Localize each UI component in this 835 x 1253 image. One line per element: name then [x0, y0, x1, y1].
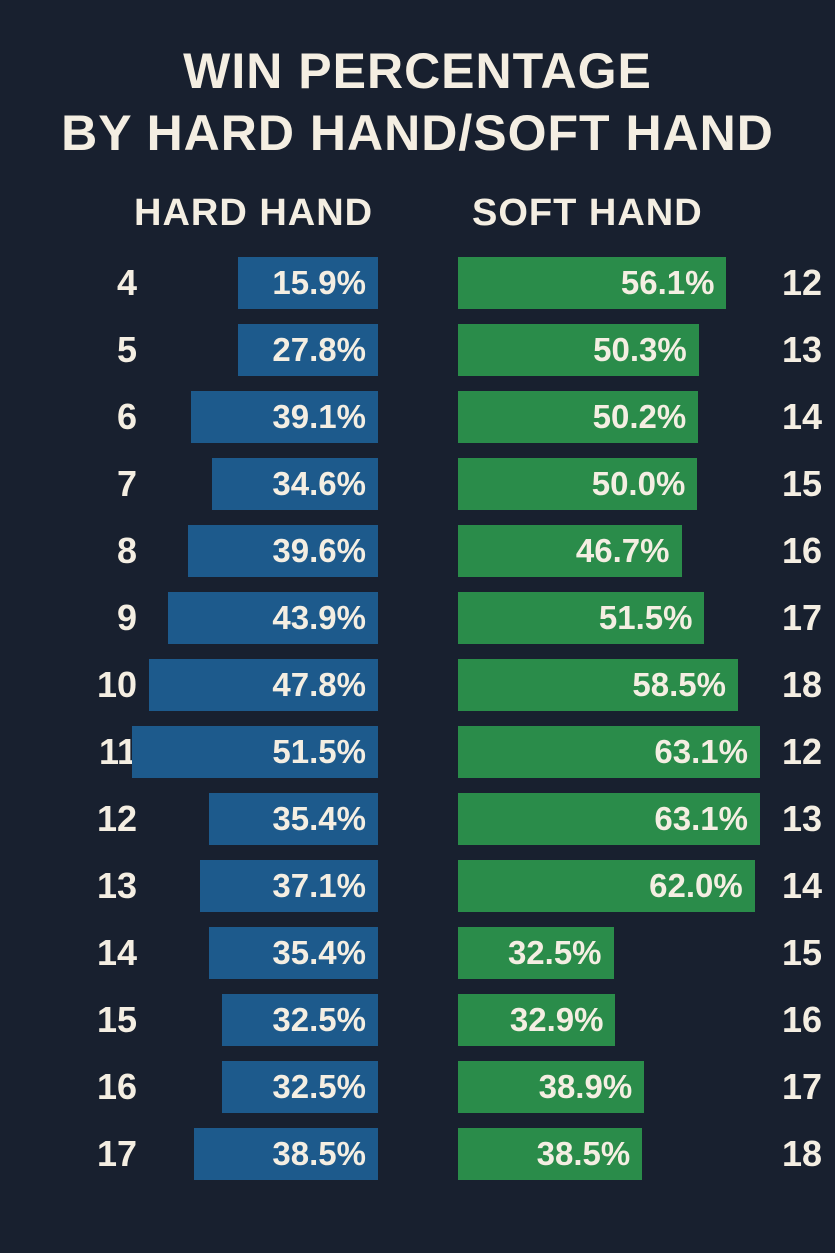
hard-hand-bar: 15.9% — [238, 257, 378, 309]
hard-hand-value-label: 51.5% — [272, 733, 366, 770]
soft-hand-bar: 50.3% — [458, 324, 699, 376]
soft-hand-value-label: 51.5% — [598, 599, 693, 636]
hard-hand-value-label: 27.8% — [272, 331, 366, 368]
soft-hand-total-label: 13 — [782, 329, 823, 370]
soft-hand-value-label: 63.1% — [654, 733, 748, 770]
soft-hand-bar: 58.5% — [458, 659, 738, 711]
hard-hand-header: HARD HAND — [134, 192, 374, 234]
soft-hand-value-label: 38.9% — [538, 1068, 633, 1105]
hard-hand-total-label: 17 — [96, 1133, 137, 1174]
soft-hand-total-label: 16 — [782, 530, 823, 571]
hard-hand-total-label: 6 — [116, 396, 137, 437]
hard-hand-total-label: 9 — [116, 597, 137, 638]
chart-title-line2: BY HARD HAND/SOFT HAND — [61, 105, 774, 161]
hard-hand-total-label: 10 — [96, 664, 137, 705]
soft-hand-header: SOFT HAND — [472, 192, 703, 234]
soft-hand-value-label: 63.1% — [654, 800, 748, 837]
hard-hand-bar: 51.5% — [131, 726, 378, 778]
chart-title-line1: WIN PERCENTAGE — [183, 43, 652, 99]
hard-hand-total-label: 7 — [116, 463, 137, 504]
soft-hand-value-label: 62.0% — [649, 867, 743, 904]
soft-hand-total-label: 14 — [782, 396, 823, 437]
soft-hand-total-label: 18 — [782, 664, 823, 705]
chart-title: WIN PERCENTAGE BY HARD HAND/SOFT HAND — [0, 40, 835, 164]
hard-hand-bar: 35.4% — [208, 927, 378, 979]
soft-hand-total-label: 18 — [782, 1133, 823, 1174]
hard-hand-total-label: 4 — [116, 262, 137, 303]
soft-hand-total-label: 17 — [782, 597, 823, 638]
soft-hand-value-label: 38.5% — [536, 1135, 631, 1172]
hard-hand-value-label: 32.5% — [272, 1001, 366, 1038]
soft-hand-bar: 38.9% — [458, 1061, 645, 1113]
soft-hand-bar: 63.1% — [458, 726, 760, 778]
soft-hand-bar: 62.0% — [458, 860, 755, 912]
hard-hand-total-label: 8 — [116, 530, 137, 571]
hard-hand-value-label: 43.9% — [272, 599, 366, 636]
soft-hand-total-label: 17 — [782, 1066, 823, 1107]
soft-hand-bar: 46.7% — [458, 525, 682, 577]
soft-hand-total-label: 12 — [782, 731, 823, 772]
soft-hand-bar: 32.9% — [458, 994, 616, 1046]
hard-hand-value-label: 39.6% — [272, 532, 366, 569]
soft-hand-value-label: 50.2% — [592, 398, 687, 435]
hard-hand-total-label: 14 — [96, 932, 137, 973]
hard-hand-value-label: 47.8% — [272, 666, 366, 703]
hard-hand-total-label: 13 — [96, 865, 137, 906]
hard-hand-total-label: 15 — [96, 999, 137, 1040]
soft-hand-bar: 56.1% — [458, 257, 727, 309]
hard-hand-bar: 39.1% — [190, 391, 378, 443]
hard-hand-value-label: 35.4% — [272, 934, 366, 971]
soft-hand-value-label: 56.1% — [620, 264, 715, 301]
soft-hand-bar: 38.5% — [458, 1128, 643, 1180]
soft-hand-total-label: 15 — [782, 932, 823, 973]
hard-hand-value-label: 35.4% — [272, 800, 366, 837]
soft-hand-value-label: 50.0% — [591, 465, 686, 502]
hard-hand-bar: 39.6% — [188, 525, 378, 577]
hard-hand-bar: 43.9% — [167, 592, 378, 644]
hard-hand-total-label: 5 — [116, 329, 137, 370]
soft-hand-total-label: 15 — [782, 463, 823, 504]
hard-hand-bar: 37.1% — [200, 860, 378, 912]
hard-hand-bar: 32.5% — [222, 994, 378, 1046]
soft-hand-value-label: 32.9% — [509, 1001, 604, 1038]
hard-hand-value-label: 37.1% — [272, 867, 366, 904]
soft-hand-total-label: 16 — [782, 999, 823, 1040]
soft-hand-bar: 51.5% — [458, 592, 705, 644]
hard-hand-value-label: 38.5% — [272, 1135, 366, 1172]
hard-hand-bar: 38.5% — [193, 1128, 378, 1180]
soft-hand-bar: 32.5% — [458, 927, 614, 979]
hard-hand-value-label: 39.1% — [272, 398, 366, 435]
hard-hand-bar: 47.8% — [149, 659, 378, 711]
soft-hand-bar: 50.0% — [458, 458, 698, 510]
soft-hand-value-label: 32.5% — [507, 934, 602, 971]
hard-hand-bar: 34.6% — [212, 458, 378, 510]
soft-hand-value-label: 46.7% — [575, 532, 670, 569]
soft-hand-value-label: 58.5% — [632, 666, 726, 703]
soft-hand-bar: 63.1% — [458, 793, 760, 845]
soft-hand-value-label: 50.3% — [593, 331, 687, 368]
hard-hand-bar: 35.4% — [208, 793, 378, 845]
hard-hand-total-label: 11 — [98, 731, 137, 772]
hard-hand-value-label: 15.9% — [272, 264, 366, 301]
hard-hand-value-label: 32.5% — [272, 1068, 366, 1105]
soft-hand-total-label: 12 — [782, 262, 823, 303]
hard-hand-bar: 27.8% — [238, 324, 378, 376]
soft-hand-total-label: 13 — [782, 798, 823, 839]
soft-hand-total-label: 14 — [782, 865, 823, 906]
hard-hand-value-label: 34.6% — [272, 465, 366, 502]
hard-hand-total-label: 16 — [96, 1066, 137, 1107]
hard-hand-total-label: 12 — [96, 798, 137, 839]
hard-hand-bar: 32.5% — [222, 1061, 378, 1113]
soft-hand-bar: 50.2% — [458, 391, 699, 443]
